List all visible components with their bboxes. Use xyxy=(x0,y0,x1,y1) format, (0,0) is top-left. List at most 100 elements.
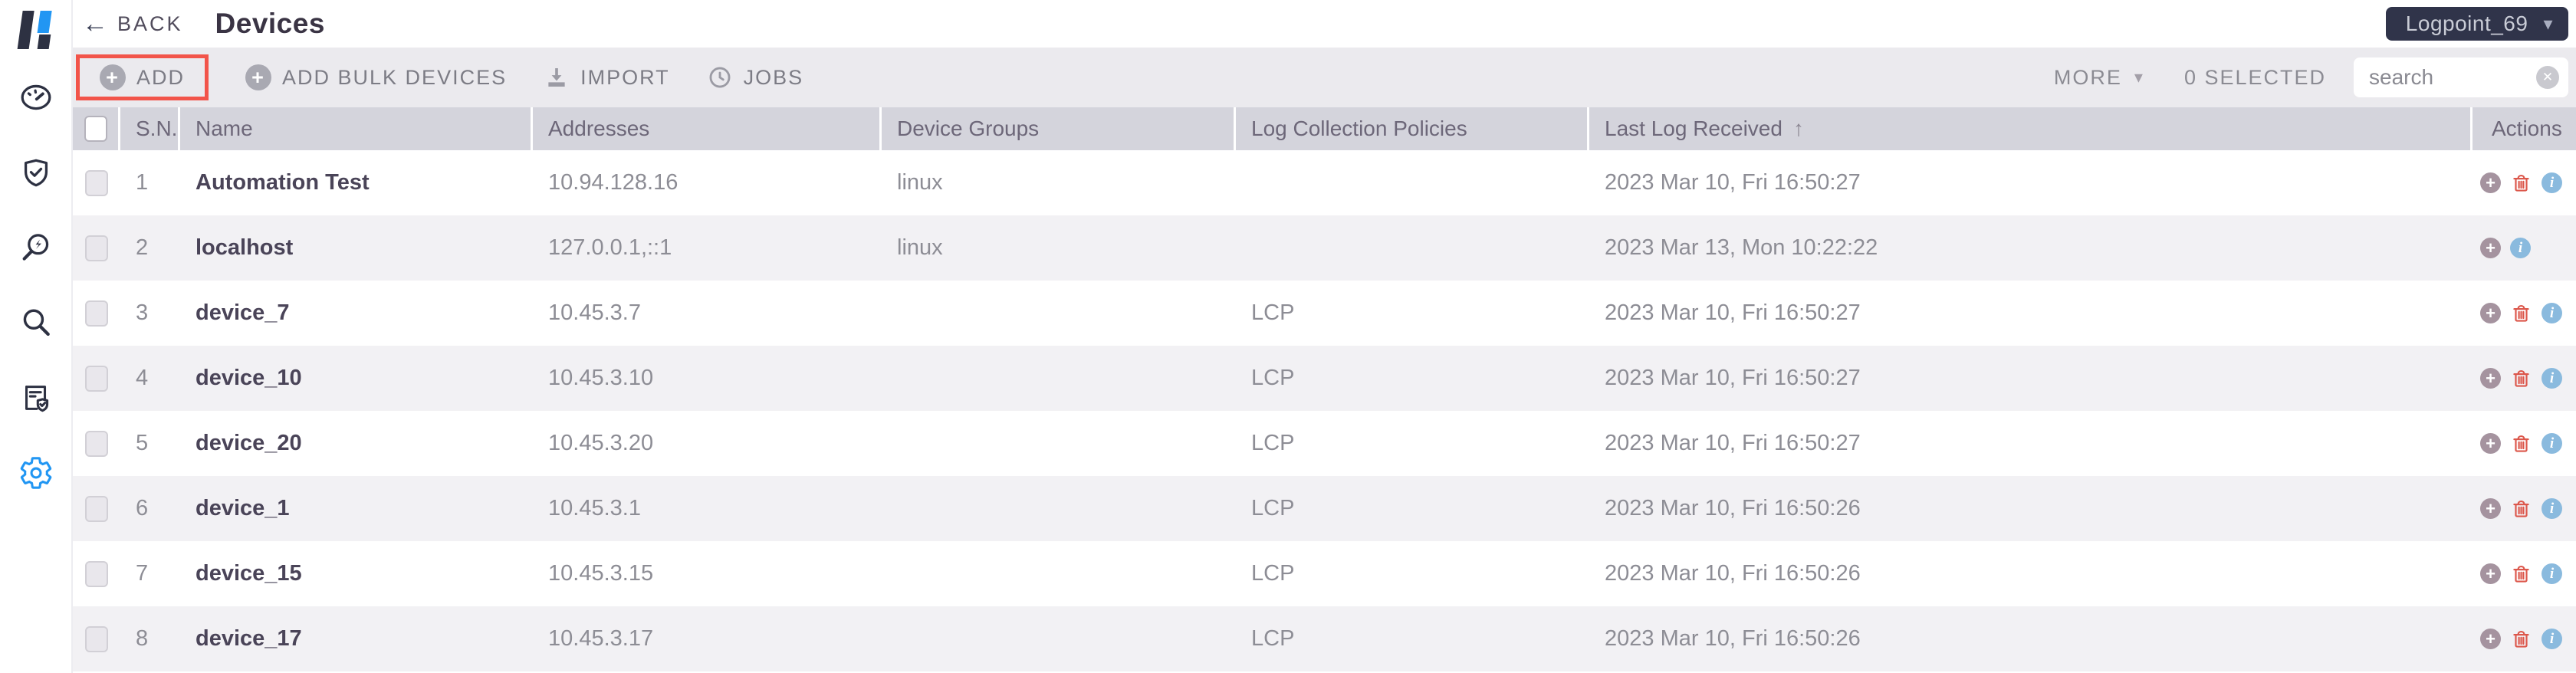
search-input[interactable] xyxy=(2354,57,2568,97)
row-checkbox[interactable] xyxy=(85,235,108,261)
row-checkbox[interactable] xyxy=(85,300,108,327)
row-delete-button[interactable] xyxy=(2510,497,2532,520)
row-serial-number: 7 xyxy=(136,561,149,586)
sidebar xyxy=(0,0,73,673)
row-checkbox[interactable] xyxy=(85,560,108,587)
row-info-button[interactable]: i xyxy=(2510,238,2531,258)
row-info-button[interactable]: i xyxy=(2542,433,2562,454)
row-add-button[interactable]: + xyxy=(2480,498,2501,519)
device-name-link[interactable]: device_1 xyxy=(196,496,290,520)
info-icon: i xyxy=(2549,174,2555,191)
clear-search-icon[interactable]: ✕ xyxy=(2536,66,2559,89)
sidebar-item-hunt[interactable] xyxy=(18,231,54,267)
device-name-link[interactable]: device_7 xyxy=(196,300,290,325)
column-header-addresses[interactable]: Addresses xyxy=(533,107,882,150)
table-row: 3 device_7 10.45.3.7 LCP 2023 Mar 10, Fr… xyxy=(73,281,2576,346)
tenant-dropdown-button[interactable]: Logpoint_69 ▾ xyxy=(2385,7,2568,41)
device-name-link[interactable]: localhost xyxy=(196,235,294,260)
row-info-button[interactable]: i xyxy=(2542,629,2562,649)
row-add-button[interactable]: + xyxy=(2480,629,2501,649)
search-box: ✕ xyxy=(2354,57,2568,97)
logo-bar xyxy=(37,11,52,33)
row-addresses: 10.45.3.1 xyxy=(548,496,641,520)
row-delete-button[interactable] xyxy=(2510,432,2532,455)
plus-icon: + xyxy=(2486,433,2496,453)
row-add-button[interactable]: + xyxy=(2480,368,2501,389)
sidebar-item-security[interactable] xyxy=(18,156,54,192)
chevron-down-icon: ▾ xyxy=(2543,13,2553,34)
column-header-sn[interactable]: S.N. xyxy=(120,107,180,150)
row-last-log-received: 2023 Mar 10, Fri 16:50:27 xyxy=(1605,300,1861,325)
device-name-link[interactable]: device_10 xyxy=(196,366,302,390)
row-info-button[interactable]: i xyxy=(2542,172,2562,193)
search-bolt-icon xyxy=(18,230,54,269)
back-label: BACK xyxy=(117,11,183,35)
row-info-button[interactable]: i xyxy=(2542,303,2562,323)
table-row: 7 device_15 10.45.3.15 LCP 2023 Mar 10, … xyxy=(73,541,2576,606)
row-addresses: 127.0.0.1,::1 xyxy=(548,235,672,260)
row-last-log-received: 2023 Mar 10, Fri 16:50:26 xyxy=(1605,496,1861,520)
row-add-button[interactable]: + xyxy=(2480,433,2501,454)
row-checkbox[interactable] xyxy=(85,365,108,392)
table-row: 2 localhost 127.0.0.1,::1 linux 2023 Mar… xyxy=(73,215,2576,281)
table-body: 1 Automation Test 10.94.128.16 linux 202… xyxy=(73,150,2576,671)
device-name-link[interactable]: device_15 xyxy=(196,561,302,586)
row-log-collection-policies: LCP xyxy=(1251,496,1295,520)
trash-icon xyxy=(2510,563,2532,585)
row-addresses: 10.94.128.16 xyxy=(548,170,678,195)
row-delete-button[interactable] xyxy=(2510,302,2532,324)
sidebar-item-report[interactable] xyxy=(18,382,54,417)
row-serial-number: 2 xyxy=(136,235,149,260)
row-checkbox[interactable] xyxy=(85,430,108,457)
sidebar-nav xyxy=(18,81,54,492)
trash-icon xyxy=(2510,302,2532,324)
row-checkbox[interactable] xyxy=(85,625,108,652)
add-device-button[interactable]: + ADD xyxy=(76,54,209,100)
sidebar-item-settings[interactable] xyxy=(18,456,54,492)
row-delete-button[interactable] xyxy=(2510,172,2532,194)
jobs-button[interactable]: JOBS xyxy=(707,64,804,90)
row-last-log-received: 2023 Mar 13, Mon 10:22:22 xyxy=(1605,235,1878,260)
device-name-link[interactable]: device_17 xyxy=(196,626,302,651)
row-info-button[interactable]: i xyxy=(2542,498,2562,519)
column-header-device-groups[interactable]: Device Groups xyxy=(882,107,1236,150)
sidebar-item-search[interactable] xyxy=(18,307,54,342)
row-checkbox[interactable] xyxy=(85,495,108,522)
more-dropdown-button[interactable]: MORE ▾ xyxy=(2054,66,2144,90)
row-add-button[interactable]: + xyxy=(2480,172,2501,193)
sidebar-item-dashboard[interactable] xyxy=(18,81,54,117)
plus-icon: + xyxy=(2486,172,2496,192)
import-button[interactable]: IMPORT xyxy=(544,64,670,90)
back-button[interactable]: ← BACK xyxy=(82,11,183,37)
add-bulk-devices-button[interactable]: + ADD BULK DEVICES xyxy=(245,64,507,90)
row-delete-button[interactable] xyxy=(2510,628,2532,650)
row-add-button[interactable]: + xyxy=(2480,563,2501,584)
device-name-link[interactable]: Automation Test xyxy=(196,170,370,195)
row-info-button[interactable]: i xyxy=(2542,368,2562,389)
row-device-groups: linux xyxy=(897,170,943,195)
row-last-log-received: 2023 Mar 10, Fri 16:50:27 xyxy=(1605,170,1861,195)
trash-icon xyxy=(2510,628,2532,650)
row-log-collection-policies: LCP xyxy=(1251,561,1295,586)
column-header-log-collection-policies[interactable]: Log Collection Policies xyxy=(1236,107,1589,150)
plus-icon: + xyxy=(2486,238,2496,258)
row-delete-button[interactable] xyxy=(2510,367,2532,389)
column-header-last-log-received[interactable]: Last Log Received ↑ xyxy=(1589,107,2472,150)
sort-ascending-icon[interactable]: ↑ xyxy=(1792,117,1804,140)
page-title: Devices xyxy=(215,8,325,39)
table-row: 4 device_10 10.45.3.10 LCP 2023 Mar 10, … xyxy=(73,346,2576,411)
row-checkbox[interactable] xyxy=(85,169,108,196)
toolbar-right: MORE ▾ 0 SELECTED ✕ xyxy=(2054,57,2568,97)
table-row: 8 device_17 10.45.3.17 LCP 2023 Mar 10, … xyxy=(73,606,2576,671)
column-header-name[interactable]: Name xyxy=(180,107,533,150)
trash-icon xyxy=(2510,367,2532,389)
row-info-button[interactable]: i xyxy=(2542,563,2562,584)
select-all-checkbox[interactable] xyxy=(84,116,107,142)
device-name-link[interactable]: device_20 xyxy=(196,431,302,455)
info-icon: i xyxy=(2549,369,2555,386)
logpoint-logo[interactable] xyxy=(14,11,58,51)
row-delete-button[interactable] xyxy=(2510,563,2532,585)
row-add-button[interactable]: + xyxy=(2480,303,2501,323)
info-icon: i xyxy=(2549,435,2555,451)
row-add-button[interactable]: + xyxy=(2480,238,2501,258)
